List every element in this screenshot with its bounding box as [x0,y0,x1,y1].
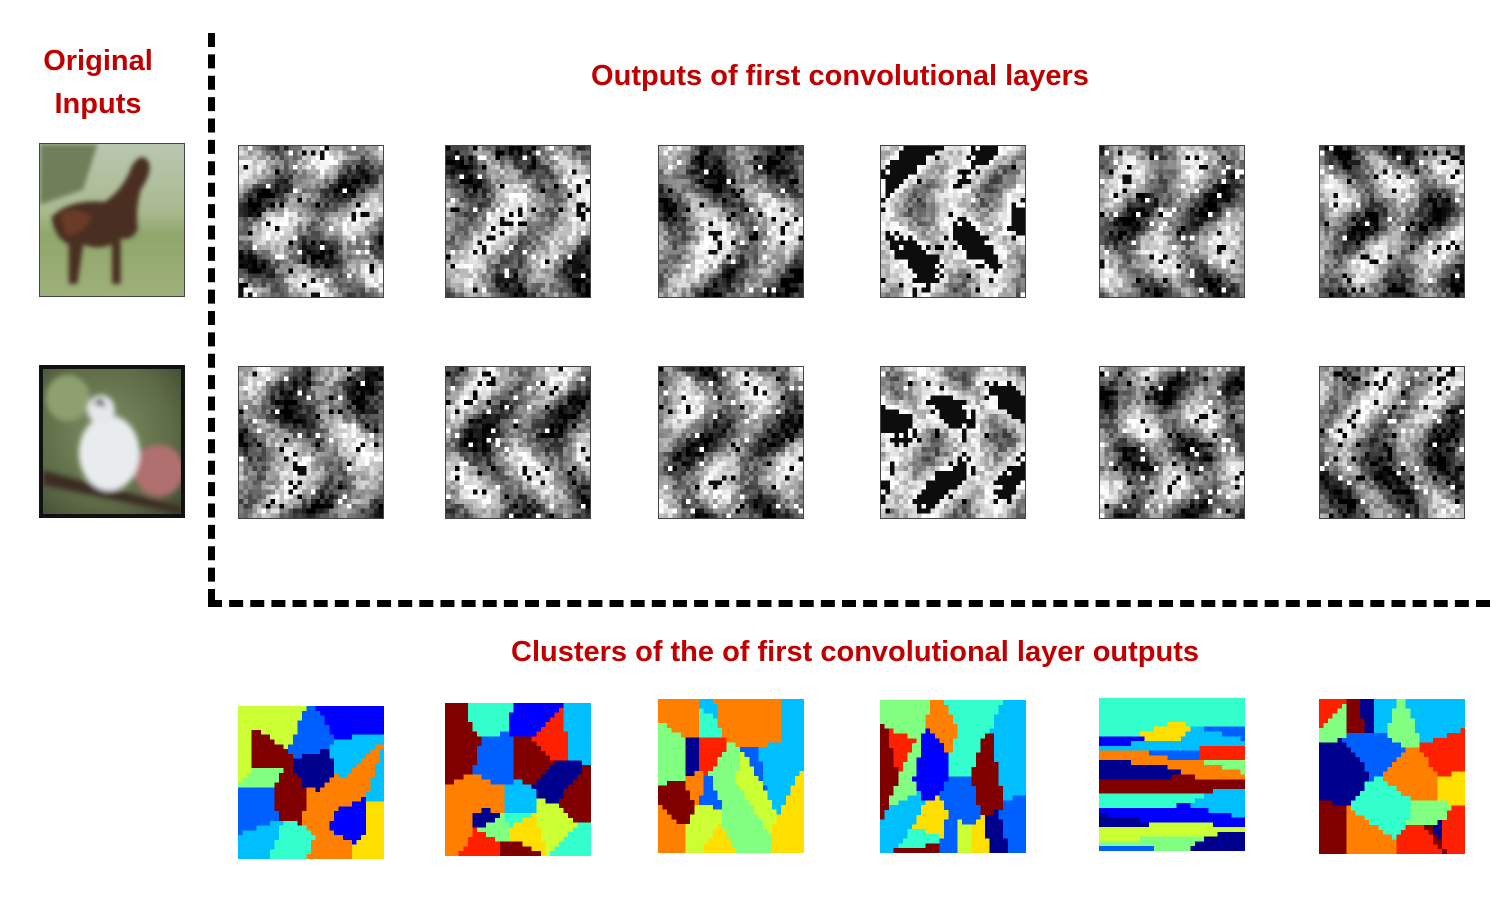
separator-vertical [208,33,215,603]
clusters-title: Clusters of the of first convolutional l… [511,636,1199,668]
feature-map-r1-c4 [880,145,1026,298]
feature-map-r2-c5 [1099,366,1245,519]
original-inputs-title: Original Inputs [43,45,153,120]
cluster-map-c2 [445,703,591,856]
feature-map-r1-c1 [238,145,384,298]
cluster-map-c4 [880,700,1026,853]
cluster-map-c6 [1319,699,1465,854]
feature-map-r1-c5 [1099,145,1245,298]
feature-map-r1-c6 [1319,145,1465,298]
feature-map-r2-c4 [880,366,1026,519]
cluster-map-c3 [658,699,804,853]
feature-map-r2-c1 [238,366,384,519]
conv-outputs-title: Outputs of first convolutional layers [591,60,1089,92]
feature-map-r1-c3 [658,145,804,298]
feature-map-r2-c2 [445,366,591,519]
separator-horizontal [208,600,1490,607]
cluster-map-c5 [1099,698,1245,851]
feature-map-r1-c2 [445,145,591,298]
feature-map-r2-c3 [658,366,804,519]
feature-map-r2-c6 [1319,366,1465,519]
input-image-horse [39,143,185,297]
input-image-bird [39,365,185,518]
cluster-map-c1 [238,706,384,859]
